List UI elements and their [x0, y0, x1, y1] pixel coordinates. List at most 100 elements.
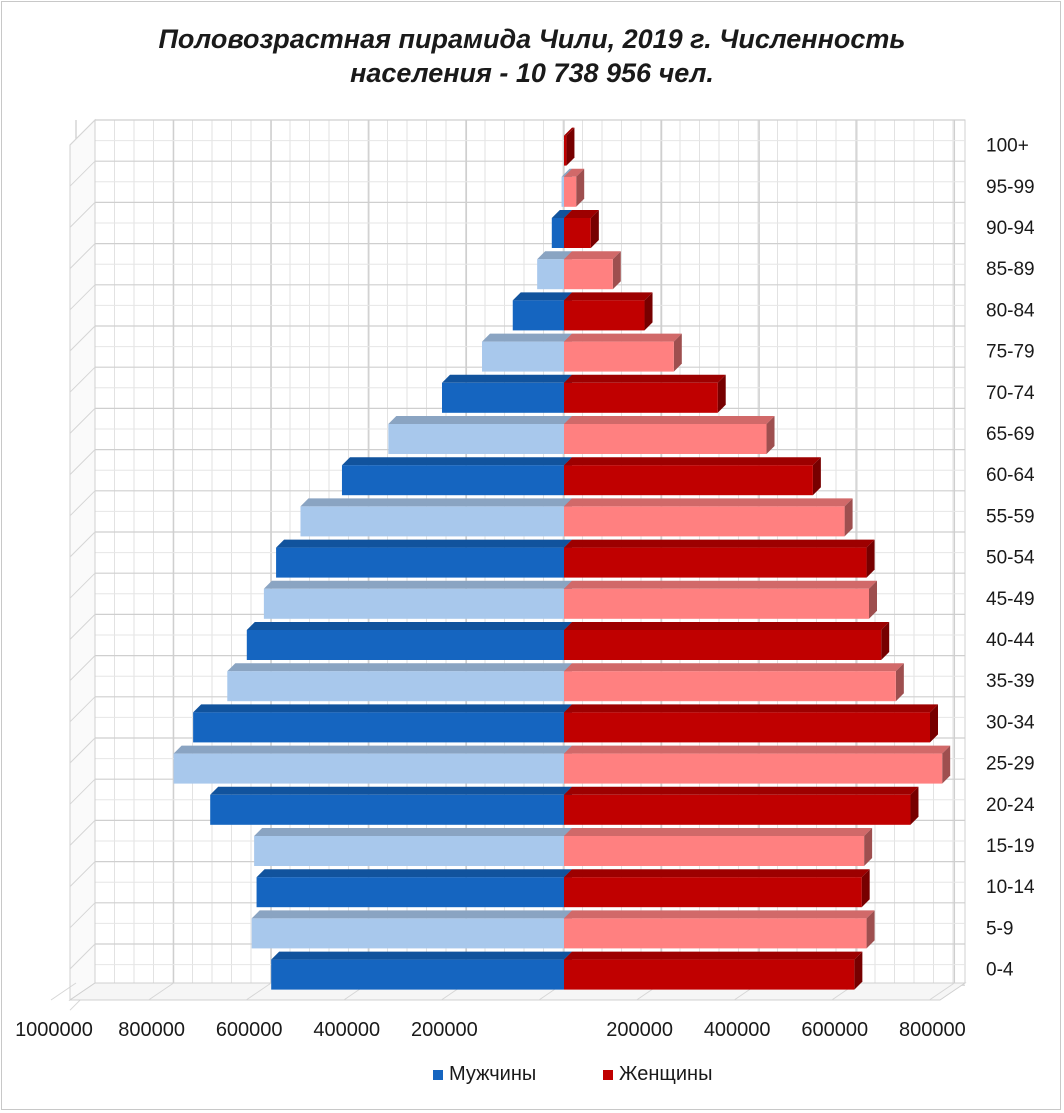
bar-side-face	[673, 333, 682, 372]
category-label: 30-34	[986, 712, 1035, 733]
bar-front-face	[564, 671, 896, 702]
category-label: 70-74	[986, 383, 1035, 404]
bar-front-face	[564, 465, 813, 496]
bar-male-40-44	[246, 622, 573, 660]
bar-front-face	[564, 794, 911, 825]
bar-top-face	[246, 622, 573, 630]
x-tick-label: 1000000	[15, 1019, 93, 1041]
bar-male-20-24	[210, 786, 572, 825]
bar-female-80-84	[564, 292, 653, 331]
bar-male-65-69	[388, 416, 572, 454]
bar-top-face	[564, 580, 877, 589]
side-wall-gridline	[69, 861, 96, 887]
category-label: 40-44	[986, 630, 1035, 651]
bar-layer	[173, 127, 951, 990]
bar-female-60-64	[564, 457, 821, 496]
bar-front-face	[388, 424, 564, 454]
x-tick-label: 600000	[216, 1019, 283, 1041]
category-label: 0-4	[986, 960, 1014, 981]
category-label: 35-39	[986, 671, 1035, 692]
legend-swatch-female	[603, 1069, 613, 1080]
bar-side-face	[717, 374, 726, 413]
bar-top-face	[564, 251, 621, 260]
bar-male-80-84	[512, 292, 572, 331]
bar-top-face	[512, 292, 572, 301]
category-label: 80-84	[986, 300, 1035, 321]
floor-gridline	[245, 982, 272, 1001]
x-tick-label: 200000	[606, 1019, 673, 1041]
chart-title-line-1: Половозрастная пирамида Чили, 2019 г. Чи…	[158, 24, 906, 54]
category-label: 100+	[986, 136, 1029, 157]
bar-front-face	[251, 918, 564, 949]
category-label: 5-9	[986, 918, 1013, 939]
bar-top-face	[193, 704, 572, 713]
bar-front-face	[564, 176, 577, 207]
bar-top-face	[256, 869, 572, 878]
category-label: 55-59	[986, 506, 1035, 527]
bar-front-face	[276, 547, 564, 578]
bar-side-face	[881, 622, 890, 660]
bar-top-face	[564, 416, 775, 424]
floor-gridline	[929, 982, 955, 1001]
bar-side-face	[612, 251, 621, 290]
bar-female-50-54	[564, 539, 875, 578]
bar-side-face	[866, 910, 875, 949]
bar-male-60-64	[341, 457, 572, 496]
bar-side-face	[895, 663, 904, 702]
bar-female-20-24	[564, 786, 919, 825]
side-wall-gridline	[69, 778, 96, 805]
category-label: 85-89	[986, 259, 1035, 280]
bar-male-55-59	[300, 498, 572, 537]
bar-top-face	[254, 828, 572, 836]
bar-male-75-79	[482, 333, 572, 372]
chart-title: Половозрастная пирамида Чили, 2019 г. Чи…	[0, 22, 1064, 90]
bar-front-face	[564, 424, 767, 454]
side-wall-gridline	[69, 902, 96, 929]
category-label: 65-69	[986, 424, 1035, 445]
side-wall-gridline	[69, 160, 96, 187]
side-wall-gridline	[69, 325, 96, 352]
bar-front-face	[482, 341, 564, 372]
bar-top-face	[276, 539, 572, 548]
legend-label-female: Женщины	[619, 1063, 713, 1085]
bar-top-face	[564, 127, 575, 136]
bar-front-face	[564, 753, 943, 784]
bar-front-face	[561, 176, 564, 207]
x-tick-label: 800000	[118, 1019, 185, 1041]
floor-gridline	[148, 982, 174, 1001]
bar-top-face	[227, 663, 572, 672]
plot-side-wall	[69, 118, 96, 1001]
bar-top-face	[564, 622, 890, 630]
bar-front-face	[564, 959, 855, 990]
bar-front-face	[564, 300, 645, 331]
x-tick-label: 400000	[704, 1019, 771, 1041]
bar-front-face	[564, 341, 674, 372]
bar-top-face	[442, 374, 572, 383]
legend-item-male: Мужчины	[433, 1063, 536, 1086]
bar-side-face	[910, 786, 919, 825]
bar-top-face	[210, 786, 572, 795]
bar-female-70-74	[564, 374, 726, 413]
bar-top-face	[173, 745, 572, 754]
category-label: 90-94	[986, 218, 1035, 239]
x-tick-label: 200000	[411, 1019, 478, 1041]
bar-male-70-74	[442, 374, 572, 413]
bar-front-face	[173, 753, 564, 784]
bar-top-face	[564, 374, 726, 383]
bar-side-face	[590, 210, 599, 248]
category-label: 60-64	[986, 465, 1035, 486]
bar-female-30-34	[564, 704, 938, 743]
bar-top-face	[564, 539, 875, 548]
bar-female-75-79	[564, 333, 682, 372]
side-wall-gridline	[69, 614, 96, 640]
bar-top-face	[482, 333, 572, 342]
bar-top-face	[300, 498, 572, 507]
legend-swatch-male	[433, 1069, 443, 1080]
bar-front-face	[256, 877, 564, 908]
bar-female-100+	[564, 127, 575, 166]
bar-top-face	[537, 251, 572, 260]
bar-top-face	[564, 663, 904, 672]
side-wall-gridline	[69, 284, 96, 311]
bar-male-25-29	[173, 745, 572, 784]
bar-front-face	[210, 794, 564, 825]
